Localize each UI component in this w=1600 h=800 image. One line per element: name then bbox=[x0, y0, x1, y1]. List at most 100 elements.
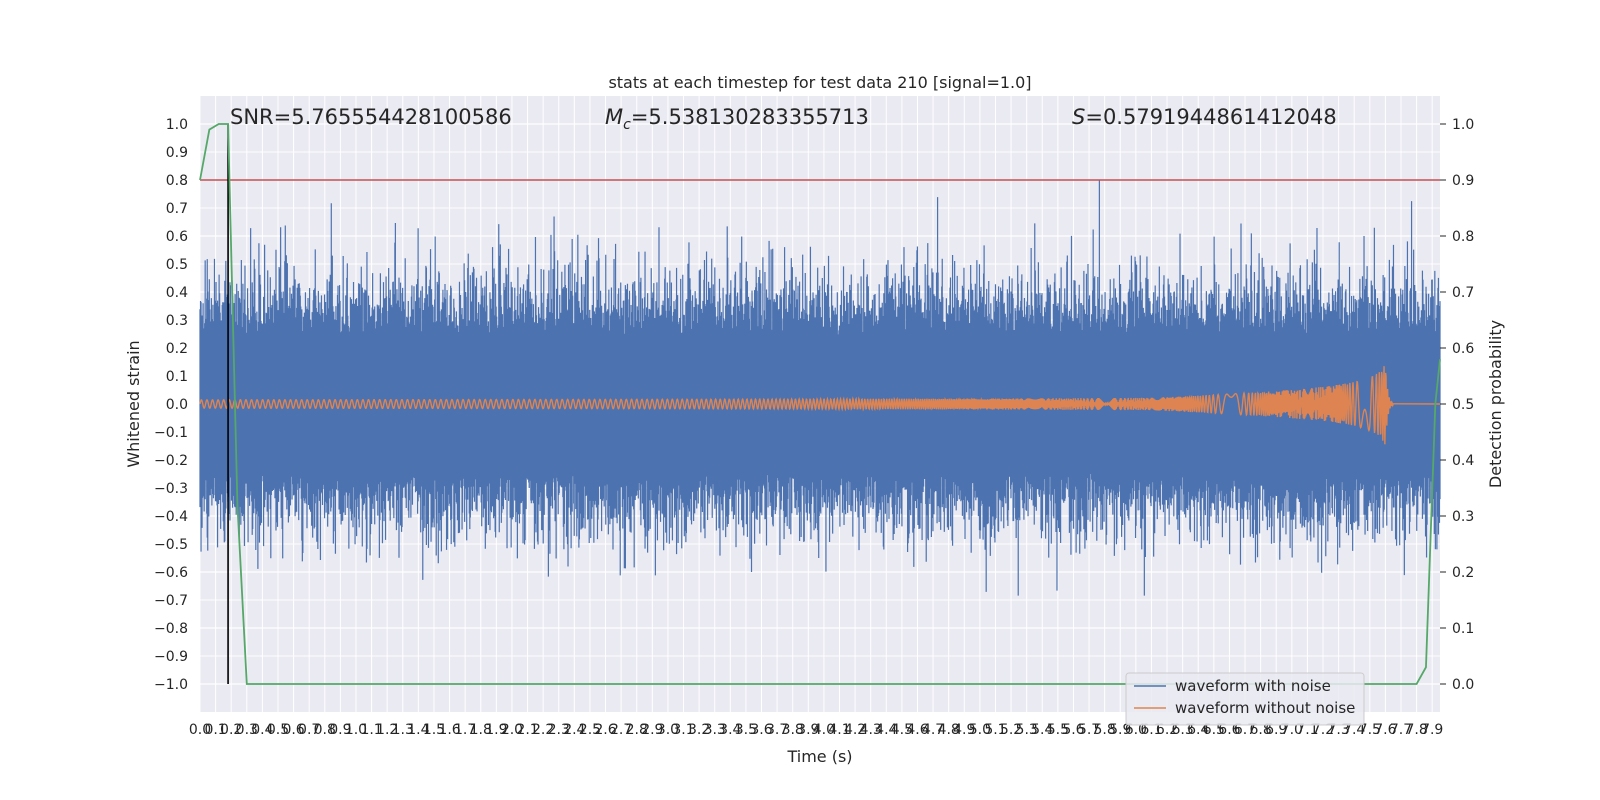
x-tick-label: 6.0 bbox=[1125, 722, 1147, 738]
x-tick-label: 0.1 bbox=[204, 722, 226, 738]
x-tick-label: 1.7 bbox=[454, 722, 476, 738]
chirp-mass-symbol: M bbox=[605, 105, 623, 129]
x-tick-label: 2.7 bbox=[610, 722, 632, 738]
x-tick-label: 1.1 bbox=[360, 722, 382, 738]
y-tick-label-right: 0.7 bbox=[1452, 285, 1474, 301]
y-tick-label-right: 0.1 bbox=[1452, 621, 1474, 637]
x-tick-label: 2.1 bbox=[516, 722, 538, 738]
x-tick-label: 7.6 bbox=[1374, 722, 1396, 738]
y-tick-label-right: 0.9 bbox=[1452, 173, 1474, 189]
s-value: =0.5791944861412048 bbox=[1085, 105, 1336, 129]
x-tick-label: 6.3 bbox=[1172, 722, 1194, 738]
s-symbol: S bbox=[1072, 105, 1085, 129]
y-tick-label-right: 0.6 bbox=[1452, 341, 1474, 357]
x-tick-label: 6.8 bbox=[1249, 722, 1271, 738]
y-tick-label-left: 0.7 bbox=[166, 201, 188, 217]
x-tick-label: 0.2 bbox=[220, 722, 242, 738]
x-tick-label: 4.1 bbox=[828, 722, 850, 738]
x-tick-label: 0.9 bbox=[329, 722, 351, 738]
x-tick-label: 4.6 bbox=[906, 722, 928, 738]
x-tick-label: 7.0 bbox=[1281, 722, 1303, 738]
y-tick-label-left: −0.4 bbox=[154, 509, 188, 525]
y-tick-label-left: −0.9 bbox=[154, 649, 188, 665]
y-tick-label-left: −0.7 bbox=[154, 593, 188, 609]
x-tick-label: 4.8 bbox=[938, 722, 960, 738]
y-tick-label-left: 0.0 bbox=[166, 397, 188, 413]
overlays bbox=[199, 123, 1441, 685]
y-tick-label-left: 0.2 bbox=[166, 341, 188, 357]
y-tick-label-right: 0.0 bbox=[1452, 677, 1474, 693]
x-tick-label: 3.1 bbox=[672, 722, 694, 738]
x-tick-label: 2.3 bbox=[548, 722, 570, 738]
x-tick-label: 7.1 bbox=[1296, 722, 1318, 738]
y-tick-label-left: −0.2 bbox=[154, 453, 188, 469]
y-tick-label-right: 0.4 bbox=[1452, 453, 1474, 469]
x-tick-label: 1.4 bbox=[407, 722, 429, 738]
chirp-mass-annotation: Mc=5.538130283355713 bbox=[605, 105, 869, 133]
x-tick-label: 5.2 bbox=[1000, 722, 1022, 738]
x-tick-label: 5.1 bbox=[984, 722, 1006, 738]
x-tick-label: 5.9 bbox=[1109, 722, 1131, 738]
x-tick-label: 3.2 bbox=[688, 722, 710, 738]
x-tick-label: 2.6 bbox=[594, 722, 616, 738]
y-tick-label-right: 1.0 bbox=[1452, 117, 1474, 133]
x-tick-label: 0.3 bbox=[236, 722, 258, 738]
x-tick-label: 3.0 bbox=[657, 722, 679, 738]
tick-labels: 0.00.10.20.30.40.50.60.70.80.91.01.11.21… bbox=[154, 117, 1474, 738]
x-tick-label: 3.8 bbox=[782, 722, 804, 738]
x-tick-label: 5.5 bbox=[1047, 722, 1069, 738]
y-tick-label-right: 0.3 bbox=[1452, 509, 1474, 525]
x-tick-label: 1.9 bbox=[485, 722, 507, 738]
x-tick-label: 1.8 bbox=[470, 722, 492, 738]
snr-annotation: SNR=5.765554428100586 bbox=[230, 105, 512, 129]
detection-probability-line bbox=[199, 123, 1441, 685]
x-tick-label: 2.8 bbox=[626, 722, 648, 738]
y-tick-label-left: −0.6 bbox=[154, 565, 188, 581]
x-tick-label: 1.0 bbox=[345, 722, 367, 738]
x-tick-label: 1.3 bbox=[392, 722, 414, 738]
legend: waveform with noise waveform without noi… bbox=[1125, 672, 1365, 726]
x-tick-label: 2.4 bbox=[563, 722, 585, 738]
x-tick-label: 4.4 bbox=[875, 722, 897, 738]
x-tick-label: 0.6 bbox=[282, 722, 304, 738]
x-tick-label: 4.7 bbox=[922, 722, 944, 738]
chirp-mass-subscript: c bbox=[623, 117, 631, 133]
x-tick-label: 4.5 bbox=[891, 722, 913, 738]
chirp-mass-value: =5.538130283355713 bbox=[631, 105, 869, 129]
y-axis-left-label: Whitened strain bbox=[124, 340, 143, 467]
x-tick-label: 5.4 bbox=[1031, 722, 1053, 738]
x-tick-label: 3.5 bbox=[735, 722, 757, 738]
y-tick-label-left: −0.8 bbox=[154, 621, 188, 637]
x-tick-label: 3.7 bbox=[766, 722, 788, 738]
x-tick-label: 4.2 bbox=[844, 722, 866, 738]
legend-label-clean: waveform without noise bbox=[1175, 699, 1355, 717]
x-tick-label: 7.2 bbox=[1312, 722, 1334, 738]
x-tick-label: 0.7 bbox=[298, 722, 320, 738]
y-tick-label-left: −1.0 bbox=[154, 677, 188, 693]
x-axis-label: Time (s) bbox=[786, 747, 852, 766]
x-tick-label: 6.7 bbox=[1234, 722, 1256, 738]
y-tick-label-right: 0.5 bbox=[1452, 397, 1474, 413]
y-tick-label-left: 0.8 bbox=[166, 173, 188, 189]
x-tick-label: 6.9 bbox=[1265, 722, 1287, 738]
legend-label-noise: waveform with noise bbox=[1175, 677, 1331, 695]
x-tick-label: 6.4 bbox=[1187, 722, 1209, 738]
x-tick-label: 7.9 bbox=[1421, 722, 1443, 738]
x-tick-label: 1.6 bbox=[438, 722, 460, 738]
x-tick-label: 5.7 bbox=[1078, 722, 1100, 738]
x-tick-label: 3.6 bbox=[750, 722, 772, 738]
x-tick-label: 7.7 bbox=[1390, 722, 1412, 738]
x-tick-label: 6.1 bbox=[1140, 722, 1162, 738]
x-tick-label: 7.8 bbox=[1405, 722, 1427, 738]
y-tick-label-left: 1.0 bbox=[166, 117, 188, 133]
y-tick-label-left: 0.4 bbox=[166, 285, 188, 301]
x-tick-label: 1.5 bbox=[423, 722, 445, 738]
x-tick-label: 7.3 bbox=[1327, 722, 1349, 738]
x-tick-label: 5.3 bbox=[1016, 722, 1038, 738]
x-tick-label: 5.8 bbox=[1094, 722, 1116, 738]
y-tick-label-left: 0.9 bbox=[166, 145, 188, 161]
chirp-trace bbox=[199, 366, 1441, 445]
x-tick-label: 5.0 bbox=[969, 722, 991, 738]
y-tick-label-left: 0.6 bbox=[166, 229, 188, 245]
